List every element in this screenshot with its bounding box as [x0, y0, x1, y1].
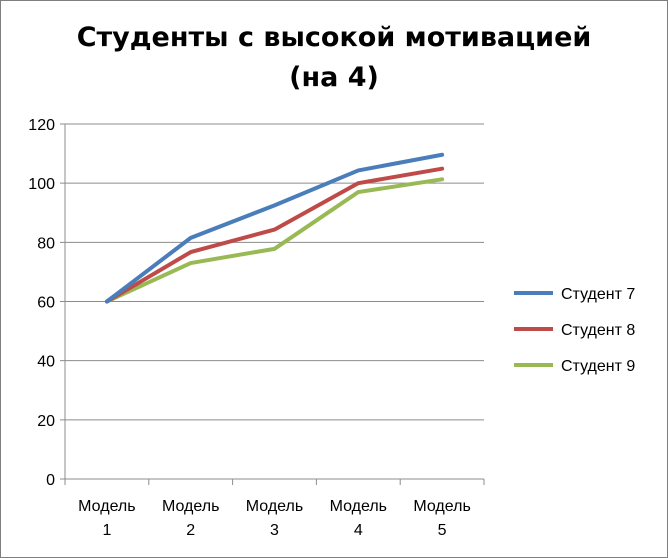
legend-label: Студент 8 [561, 322, 635, 339]
y-tick-label: 100 [28, 176, 55, 193]
x-tick-label-line: 3 [270, 522, 279, 539]
x-tick-label-line: Модель [162, 498, 219, 515]
x-tick-label: Модель 1 [78, 498, 135, 539]
y-tick-label: 40 [37, 354, 55, 371]
y-tick-label: 120 [28, 117, 55, 134]
chart-title: Студенты с высокой мотивацией (на 4) [0, 18, 668, 98]
x-tick-label-line: Модель [413, 498, 470, 515]
series-line [104, 152, 445, 304]
x-tick-label: Модель 2 [162, 498, 219, 539]
legend-label: Студент 9 [561, 358, 635, 375]
x-tick-label-line: 5 [438, 522, 447, 539]
chart-title-line-2: (на 4) [289, 62, 379, 93]
x-tick-label-line: Модель [246, 498, 303, 515]
y-tick-label: 60 [37, 295, 55, 312]
x-tick-label-line: 1 [102, 522, 111, 539]
chart-title-line-1: Студенты с высокой мотивацией [76, 22, 592, 53]
x-tick-label-line: 2 [186, 522, 195, 539]
x-tick-label-line: Модель [330, 498, 387, 515]
x-tick-label: Модель 4 [330, 498, 387, 539]
series-line [104, 166, 445, 304]
y-tick-label: 0 [46, 472, 55, 489]
series-line [104, 177, 445, 304]
x-tick-label: Модель 5 [413, 498, 470, 539]
legend-label: Студент 7 [561, 286, 635, 303]
y-tick-label: 20 [37, 413, 55, 430]
x-tick-label-line: Модель [78, 498, 135, 515]
x-tick-label-line: 4 [354, 522, 363, 539]
y-tick-label: 80 [37, 235, 55, 252]
x-tick-label: Модель 3 [246, 498, 303, 539]
